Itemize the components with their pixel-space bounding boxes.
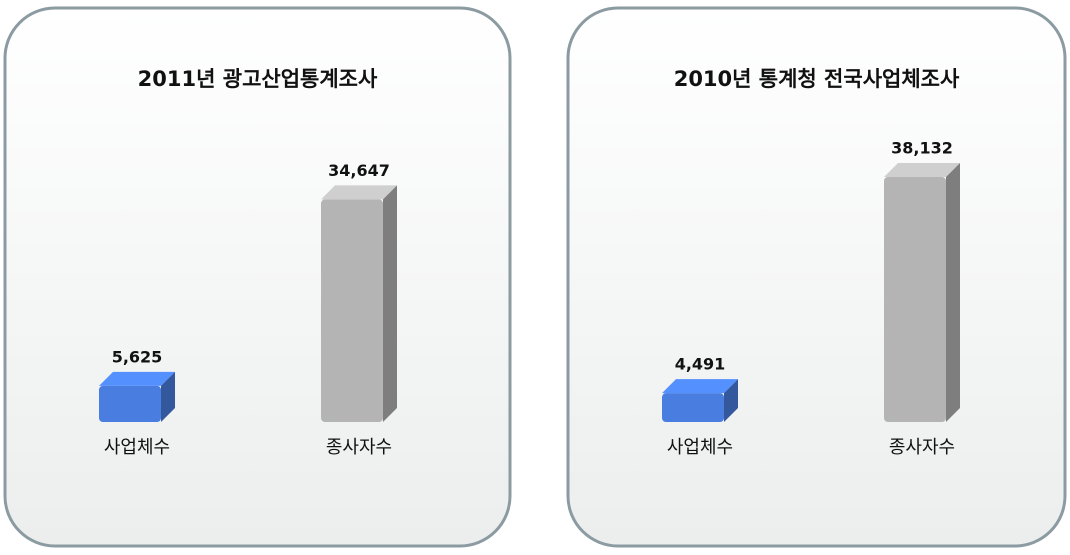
- bar-side: [946, 163, 960, 422]
- bar-front: [321, 199, 383, 422]
- category-label: 종사자수: [889, 437, 955, 458]
- bar-side: [724, 379, 738, 422]
- chart-title: 2011년 광고산업통계조사: [138, 67, 378, 91]
- bar-front: [884, 177, 946, 422]
- chart-title: 2010년 통계청 전국사업체조사: [674, 67, 960, 91]
- value-label: 34,647: [328, 161, 390, 180]
- bar-front: [662, 393, 724, 422]
- category-label: 종사자수: [326, 437, 392, 458]
- bar: [321, 185, 397, 422]
- bar-top: [321, 185, 397, 200]
- bar-top: [662, 379, 738, 394]
- bar-front: [99, 385, 161, 422]
- bar: [884, 163, 960, 422]
- bar-top: [884, 163, 960, 177]
- bar-side: [383, 185, 397, 422]
- value-label: 38,132: [891, 139, 953, 158]
- category-label: 사업체수: [104, 437, 170, 458]
- bar: [662, 379, 738, 422]
- bar-top: [99, 371, 175, 386]
- value-label: 5,625: [112, 347, 163, 366]
- bar: [99, 371, 175, 422]
- value-label: 4,491: [675, 355, 726, 374]
- bar-side: [161, 371, 175, 422]
- category-label: 사업체수: [667, 437, 733, 458]
